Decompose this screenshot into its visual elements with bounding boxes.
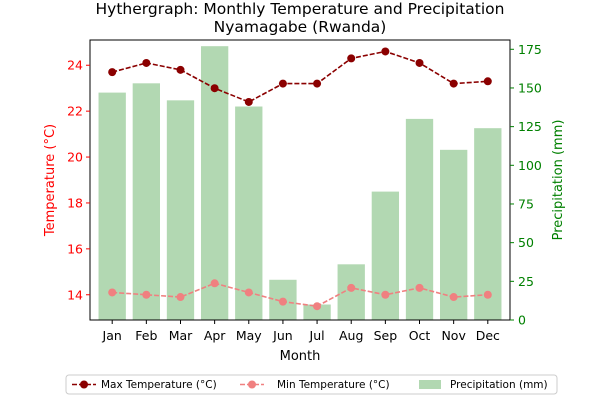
max-temp-point-may — [244, 97, 253, 106]
plot-frame — [89, 39, 511, 321]
max-temp-point-sep — [381, 47, 390, 56]
left-tick-label: 16 — [67, 241, 83, 256]
max-temp-point-oct — [415, 58, 424, 67]
left-tick-label: 24 — [67, 58, 83, 73]
left-tick-label: 20 — [67, 150, 83, 165]
min-temp-point-apr — [210, 279, 219, 288]
x-tick-label: Apr — [204, 328, 226, 343]
x-tick-label: Sep — [374, 328, 398, 343]
min-temp-point-jan — [108, 288, 117, 297]
min-temp-point-may — [244, 288, 253, 297]
max-temp-point-jun — [278, 79, 287, 88]
max-temp-point-jul — [313, 79, 322, 88]
legend-precip-label: Precipitation (mm) — [450, 379, 548, 391]
x-axis-label: Month — [280, 349, 321, 364]
right-tick-label: 175 — [518, 42, 542, 57]
min-temp-point-sep — [381, 290, 390, 299]
precip-bar-jan — [98, 92, 126, 321]
x-tick-label: Oct — [409, 328, 431, 343]
precip-bar-nov — [440, 149, 468, 320]
precip-bar-feb — [132, 83, 160, 321]
min-temperature-series — [108, 279, 492, 311]
min-temp-point-aug — [347, 283, 356, 292]
precip-bar-jul — [303, 304, 331, 320]
x-tick-label: Jul — [309, 328, 325, 343]
precip-bar-may — [235, 106, 263, 320]
x-tick-label: Dec — [476, 328, 500, 343]
right-axis-ticks: 0 25 50 75 100 125 150 175 — [510, 42, 542, 328]
x-tick-label: Jan — [102, 328, 122, 343]
right-axis-label: Precipitation (mm) — [551, 120, 566, 241]
min-temp-point-mar — [176, 293, 185, 302]
right-tick-label: 0 — [518, 313, 526, 328]
max-temp-point-dec — [483, 77, 492, 86]
max-temp-point-jan — [108, 68, 117, 77]
x-tick-label: Feb — [135, 328, 157, 343]
min-temp-point-dec — [483, 290, 492, 299]
right-tick-label: 100 — [518, 158, 542, 173]
x-tick-label: Aug — [339, 328, 363, 343]
legend-min-label: Min Temperature (°C) — [277, 379, 390, 391]
min-temp-point-feb — [142, 290, 151, 299]
left-axis-label: Temperature (°C) — [43, 124, 58, 237]
left-tick-label: 18 — [67, 195, 83, 210]
max-temp-point-mar — [176, 65, 185, 74]
max-temp-point-apr — [210, 84, 219, 93]
left-tick-label: 14 — [67, 287, 83, 302]
max-temperature-series — [108, 47, 492, 106]
legend-precip-swatch — [419, 380, 441, 389]
legend-max-marker — [80, 380, 88, 389]
legend-min-marker — [248, 380, 256, 389]
x-tick-label: Nov — [441, 328, 466, 343]
precip-bar-sep — [371, 191, 400, 320]
legend-box — [65, 374, 558, 395]
max-temp-point-aug — [347, 54, 356, 63]
max-temp-point-nov — [449, 79, 458, 88]
x-axis-ticks: Jan Feb Mar Apr May Jun Jul Aug Sep Oct Nov Dec — [102, 320, 500, 343]
right-tick-label: 50 — [518, 235, 534, 250]
right-tick-label: 25 — [518, 274, 534, 289]
min-temp-line — [112, 282, 488, 308]
left-axis-ticks: 14 16 18 20 22 24 — [67, 58, 90, 302]
legend: Max Temperature (°C) Min Temperature (°C… — [65, 374, 558, 395]
left-tick-label: 22 — [67, 104, 83, 119]
min-temp-point-nov — [449, 293, 458, 302]
min-temp-point-oct — [415, 283, 424, 292]
precipitation-bars — [98, 46, 502, 321]
max-temp-point-feb — [142, 58, 151, 67]
x-tick-label: Jun — [272, 328, 293, 343]
right-tick-label: 150 — [518, 80, 542, 95]
max-temp-line — [111, 50, 488, 103]
legend-max-label: Max Temperature (°C) — [101, 379, 217, 391]
chart-title-line2: Nyamagabe (Rwanda) — [214, 18, 387, 36]
right-tick-label: 125 — [518, 119, 542, 134]
precip-bar-dec — [474, 128, 502, 320]
x-tick-label: May — [236, 328, 262, 343]
right-tick-label: 75 — [518, 196, 534, 211]
min-temp-point-jul — [313, 302, 322, 311]
chart-title-line1: Hythergraph: Monthly Temperature and Pre… — [96, 0, 505, 18]
precip-bar-mar — [166, 100, 195, 321]
x-tick-label: Mar — [169, 328, 193, 343]
min-temp-point-jun — [278, 297, 287, 306]
